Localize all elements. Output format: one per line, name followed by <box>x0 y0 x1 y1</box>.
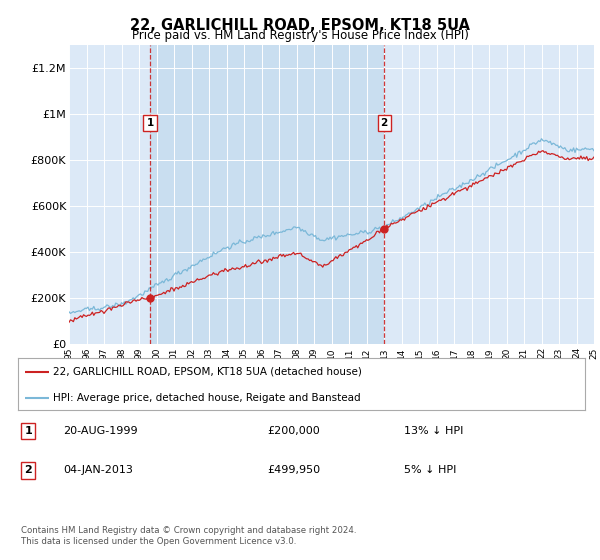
Text: 2: 2 <box>380 118 388 128</box>
Text: Price paid vs. HM Land Registry's House Price Index (HPI): Price paid vs. HM Land Registry's House … <box>131 29 469 42</box>
Text: 22, GARLICHILL ROAD, EPSOM, KT18 5UA: 22, GARLICHILL ROAD, EPSOM, KT18 5UA <box>130 18 470 33</box>
Text: 5% ↓ HPI: 5% ↓ HPI <box>404 465 456 475</box>
Text: 04-JAN-2013: 04-JAN-2013 <box>64 465 133 475</box>
Text: 1: 1 <box>146 118 154 128</box>
Text: HPI: Average price, detached house, Reigate and Banstead: HPI: Average price, detached house, Reig… <box>53 394 361 403</box>
Text: 22, GARLICHILL ROAD, EPSOM, KT18 5UA (detached house): 22, GARLICHILL ROAD, EPSOM, KT18 5UA (de… <box>53 367 362 377</box>
Text: Contains HM Land Registry data © Crown copyright and database right 2024.
This d: Contains HM Land Registry data © Crown c… <box>21 526 356 546</box>
Text: 13% ↓ HPI: 13% ↓ HPI <box>404 426 463 436</box>
Text: 20-AUG-1999: 20-AUG-1999 <box>64 426 138 436</box>
Text: £200,000: £200,000 <box>268 426 320 436</box>
Text: 1: 1 <box>25 426 32 436</box>
Bar <box>150 45 384 344</box>
Text: 2: 2 <box>25 465 32 475</box>
Text: £499,950: £499,950 <box>268 465 320 475</box>
